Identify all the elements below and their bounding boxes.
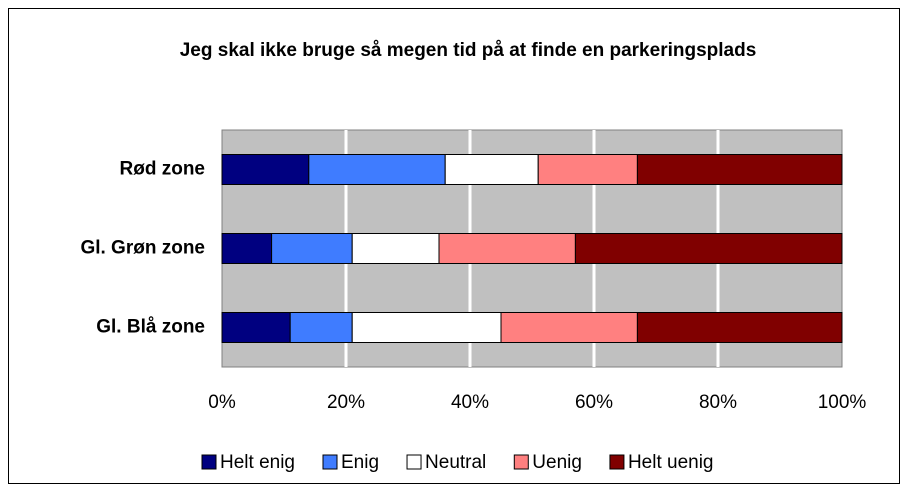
bar-segment (221, 312, 291, 343)
legend-swatch (609, 454, 625, 470)
y-tick-label: Gl. Blå zone (96, 317, 205, 338)
bar-segment (444, 154, 539, 185)
bar-segment (221, 154, 310, 185)
legend-swatch (513, 454, 529, 470)
legend-swatch (201, 454, 217, 470)
bar-segment (221, 233, 273, 264)
bar-segment (500, 312, 638, 343)
x-tick-label: 20% (327, 392, 365, 413)
y-tick-label: Gl. Grøn zone (80, 238, 205, 259)
legend-label: Helt uenig (628, 452, 714, 473)
bar-segment (636, 312, 843, 343)
bar-segment (636, 154, 843, 185)
x-tick-label: 60% (575, 392, 613, 413)
bar-segment (438, 233, 576, 264)
bar-segment (537, 154, 638, 185)
bar-segment (289, 312, 353, 343)
legend-swatch (406, 454, 422, 470)
y-tick-label: Rød zone (120, 159, 206, 180)
x-tick-label: 80% (699, 392, 737, 413)
bar-segment (308, 154, 446, 185)
legend-label: Uenig (532, 452, 582, 473)
legend-label: Helt enig (220, 452, 295, 473)
bar-segment (351, 233, 440, 264)
legend-swatch (322, 454, 338, 470)
bar-segment (351, 312, 502, 343)
bar-segment (574, 233, 843, 264)
legend-label: Enig (341, 452, 379, 473)
chart-title: Jeg skal ikke bruge så megen tid på at f… (179, 40, 757, 61)
x-tick-label: 0% (208, 392, 236, 413)
bar-segment (271, 233, 353, 264)
x-tick-label: 100% (818, 392, 867, 413)
x-tick-label: 40% (451, 392, 489, 413)
legend-label: Neutral (425, 452, 486, 473)
